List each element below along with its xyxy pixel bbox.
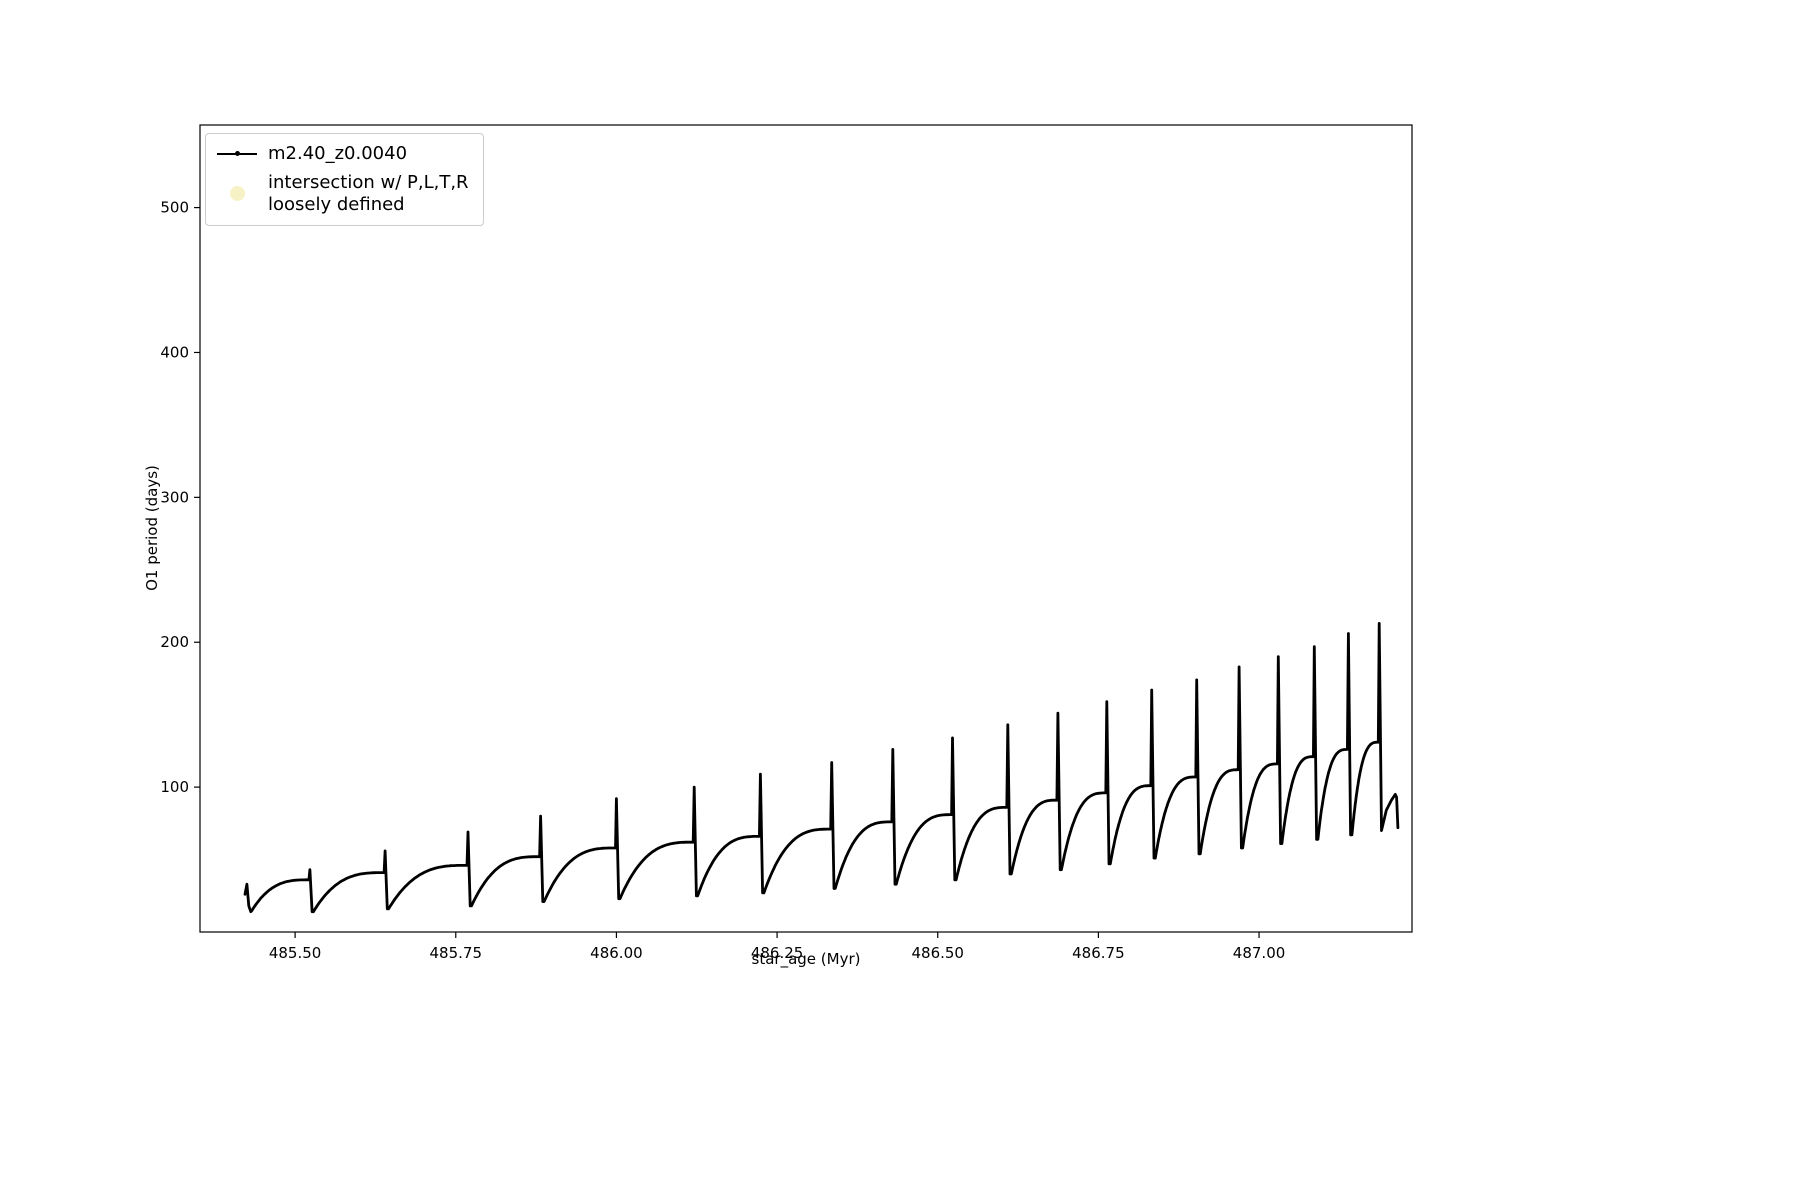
y-tick-label: 400	[160, 343, 189, 361]
legend: m2.40_z0.0040 intersection w/ P,L,T,R lo…	[205, 133, 484, 226]
y-tick-label: 200	[160, 633, 189, 651]
legend-yellow-dot-icon	[229, 186, 245, 202]
legend-marker-sample	[216, 186, 258, 202]
legend-label-line-2: loosely defined	[268, 193, 405, 215]
x-tick-label: 487.00	[1233, 944, 1286, 962]
legend-label-line-1: intersection w/ P,L,T,R	[268, 171, 469, 193]
legend-line-icon	[217, 151, 257, 157]
legend-dot-icon	[234, 151, 240, 157]
x-tick-label: 486.00	[590, 944, 643, 962]
legend-line-marker-sample	[216, 151, 258, 157]
y-axis-label: O1 period (days)	[143, 465, 161, 591]
x-axis-label: star_age (Myr)	[751, 950, 861, 968]
legend-label-intersection: intersection w/ P,L,T,R loosely defined	[268, 172, 469, 216]
x-tick-label: 485.75	[430, 944, 483, 962]
y-tick-label: 100	[160, 778, 189, 796]
x-tick-label: 485.50	[269, 944, 322, 962]
axes-frame	[199, 124, 1413, 933]
legend-entry-intersection: intersection w/ P,L,T,R loosely defined	[216, 172, 469, 216]
y-tick-label: 500	[160, 199, 189, 217]
series-line	[243, 622, 1400, 914]
x-tick-label: 486.75	[1072, 944, 1125, 962]
legend-label-series: m2.40_z0.0040	[268, 143, 408, 164]
x-tick-label: 486.50	[911, 944, 964, 962]
legend-entry-series: m2.40_z0.0040	[216, 143, 469, 165]
y-tick-label: 300	[160, 488, 189, 506]
x-tick-label: 486.25	[751, 944, 804, 962]
